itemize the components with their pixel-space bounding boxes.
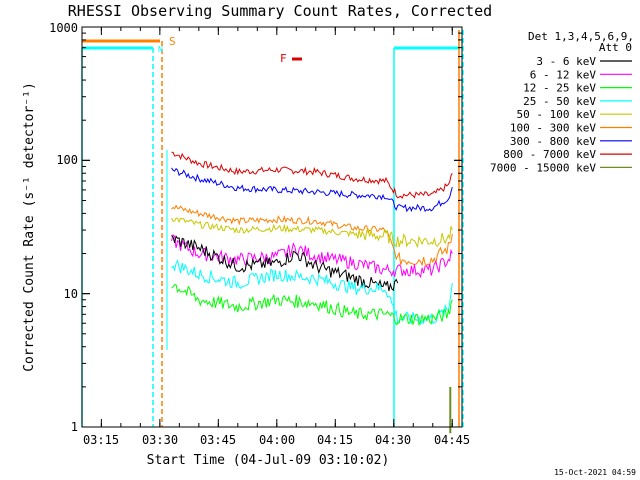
series-line xyxy=(171,151,453,200)
legend-label: 800 - 7000 keV xyxy=(503,148,596,161)
x-tick-label: 04:45 xyxy=(434,433,470,447)
x-tick-label: 03:15 xyxy=(83,433,119,447)
x-tick-label: 04:30 xyxy=(375,433,411,447)
series-layer xyxy=(171,151,453,434)
legend-label: 300 - 800 keV xyxy=(510,135,596,148)
y-axis-label: Corrected Count Rate (s⁻¹ detector⁻¹) xyxy=(22,82,37,372)
series-line xyxy=(171,259,453,326)
legend-header: Att 0 xyxy=(599,41,632,54)
annotation-n: N xyxy=(158,45,163,54)
legend-label: 100 - 300 keV xyxy=(510,122,596,135)
series-line xyxy=(171,167,453,213)
legend-header: Det 1,3,4,5,6,9, xyxy=(528,30,634,43)
x-tick-label: 03:45 xyxy=(200,433,236,447)
annotation-f: F xyxy=(280,52,287,65)
legend-label: 7000 - 15000 keV xyxy=(490,161,596,174)
axis-ticks xyxy=(82,26,462,428)
footer-date: 15-Oct-2021 04:59 xyxy=(554,468,636,477)
x-tick-label: 04:00 xyxy=(259,433,295,447)
legend-label: 12 - 25 keV xyxy=(523,82,596,95)
series-line xyxy=(171,204,453,267)
annotation-s: S xyxy=(169,35,176,48)
y-tick-label: 100 xyxy=(56,153,78,167)
x-tick-label: 03:30 xyxy=(142,433,178,447)
legend-label: 50 - 100 keV xyxy=(517,108,597,121)
x-axis-label: Start Time (04-Jul-09 03:10:02) xyxy=(147,453,390,468)
y-tick-label: 10 xyxy=(64,287,78,301)
series-line xyxy=(171,284,453,327)
series-line xyxy=(171,235,399,292)
legend-label: 6 - 12 keV xyxy=(530,68,597,81)
chart-title: RHESSI Observing Summary Count Rates, Co… xyxy=(68,2,492,20)
x-tick-label: 04:15 xyxy=(317,433,353,447)
legend-label: 3 - 6 keV xyxy=(536,55,596,68)
legend-label: 25 - 50 keV xyxy=(523,95,596,108)
plot-frame xyxy=(81,26,463,428)
y-tick-label: 1000 xyxy=(49,21,78,35)
series-line xyxy=(171,217,453,249)
y-tick-label: 1 xyxy=(71,420,78,434)
